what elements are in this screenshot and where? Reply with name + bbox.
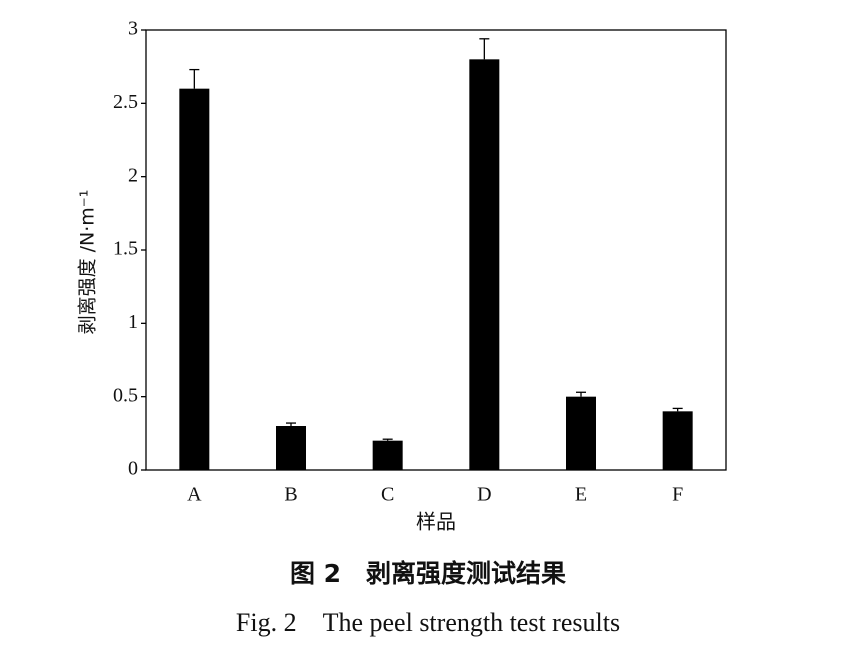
bar (469, 59, 500, 470)
error-bar (576, 391, 586, 397)
y-tick-label: 0.5 (113, 384, 138, 406)
plot-frame (145, 29, 727, 471)
error-bar (479, 38, 490, 60)
y-tick-label: 2.5 (113, 91, 138, 113)
y-axis-label: 剥离强度 /N·m⁻¹ (77, 190, 99, 335)
y-tick-label: 2 (128, 164, 138, 186)
caption-cn: 图 2 剥离强度测试结果 (290, 559, 566, 588)
x-tick-label: E (575, 484, 587, 506)
bar (662, 411, 693, 470)
bar (179, 88, 210, 471)
y-tick-label: 0 (128, 458, 138, 480)
error-bar (286, 422, 296, 426)
error-bar (672, 407, 683, 412)
x-tick-label: B (284, 484, 297, 506)
bar (566, 396, 596, 470)
caption-en: Fig. 2 The peel strength test results (236, 608, 620, 637)
x-tick-label: A (187, 484, 202, 506)
x-tick-label: C (381, 484, 394, 506)
y-tick-label: 1 (128, 311, 138, 333)
x-axis-label: 样品 (416, 510, 456, 534)
bar (276, 426, 306, 470)
bar (372, 440, 403, 470)
x-tick-label: F (672, 484, 683, 506)
x-tick-label: D (477, 484, 491, 506)
error-bar (382, 438, 393, 441)
error-bar (189, 68, 200, 89)
y-tick-label: 3 (128, 18, 138, 40)
y-tick-label: 1.5 (113, 238, 138, 260)
